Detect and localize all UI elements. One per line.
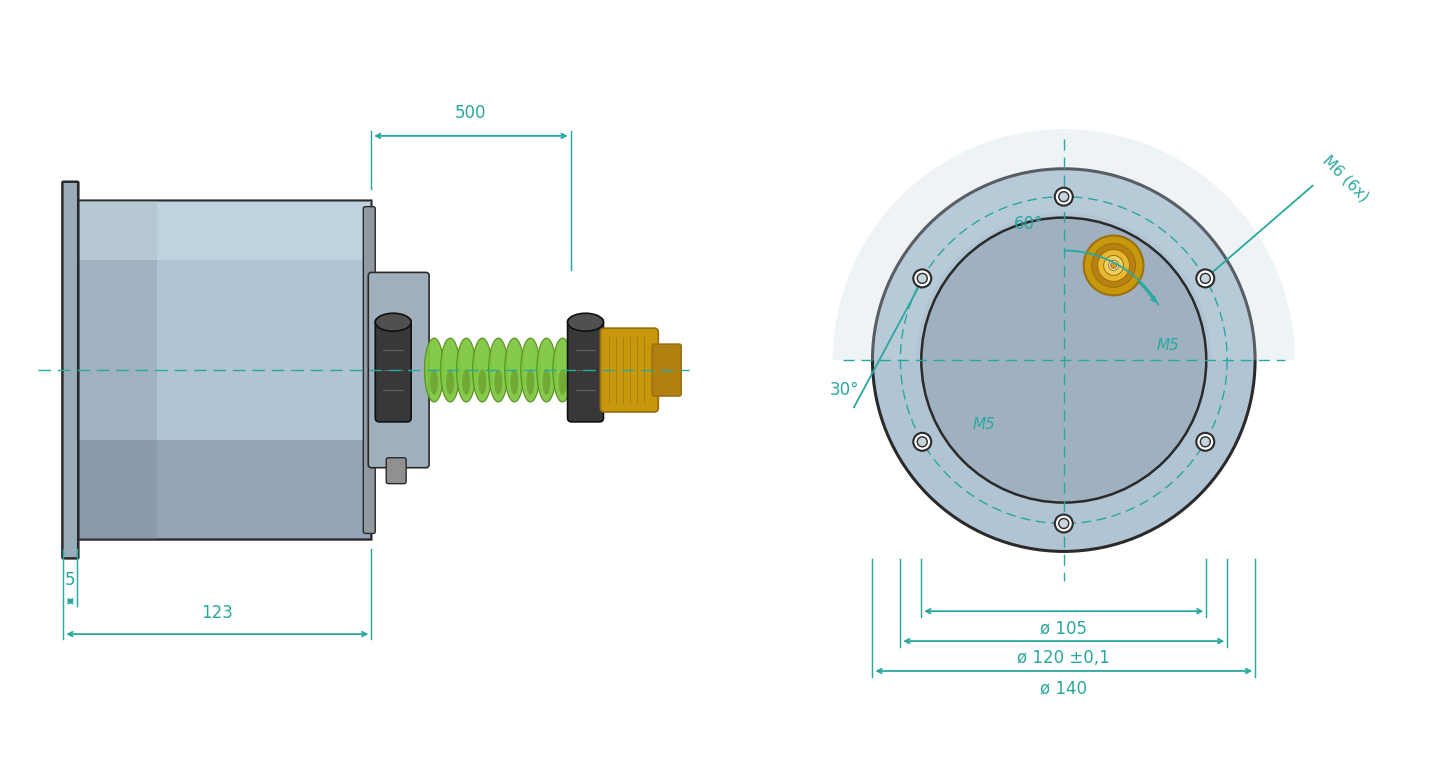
Text: M5: M5 — [972, 417, 995, 432]
FancyBboxPatch shape — [600, 329, 658, 412]
Circle shape — [1110, 263, 1116, 268]
Circle shape — [1097, 250, 1129, 281]
Ellipse shape — [424, 338, 443, 402]
Circle shape — [1196, 433, 1215, 451]
Polygon shape — [77, 201, 372, 261]
Circle shape — [1109, 261, 1119, 271]
Ellipse shape — [558, 369, 567, 395]
Circle shape — [1104, 255, 1123, 275]
Ellipse shape — [494, 369, 503, 395]
Polygon shape — [77, 440, 372, 540]
FancyBboxPatch shape — [363, 206, 375, 533]
Circle shape — [921, 218, 1206, 502]
Text: 60°: 60° — [1014, 215, 1043, 233]
Ellipse shape — [440, 338, 459, 402]
Ellipse shape — [478, 369, 487, 395]
Ellipse shape — [430, 369, 439, 395]
Ellipse shape — [488, 338, 509, 402]
Ellipse shape — [520, 338, 541, 402]
Ellipse shape — [456, 338, 475, 402]
Ellipse shape — [375, 313, 411, 331]
Text: M6 (6x): M6 (6x) — [1319, 153, 1372, 205]
Circle shape — [1091, 243, 1136, 288]
Text: M5: M5 — [1157, 338, 1180, 352]
Ellipse shape — [554, 338, 572, 402]
Ellipse shape — [510, 369, 519, 395]
Circle shape — [914, 270, 931, 288]
FancyBboxPatch shape — [652, 344, 681, 396]
Ellipse shape — [504, 338, 525, 402]
Text: 5: 5 — [65, 571, 76, 589]
Ellipse shape — [542, 369, 551, 395]
FancyBboxPatch shape — [77, 201, 372, 540]
Text: 123: 123 — [202, 604, 234, 622]
Circle shape — [872, 169, 1255, 551]
Circle shape — [914, 433, 931, 451]
Circle shape — [1059, 519, 1069, 529]
Circle shape — [1196, 270, 1215, 288]
Text: 500: 500 — [455, 104, 487, 122]
FancyBboxPatch shape — [368, 272, 429, 468]
Ellipse shape — [536, 338, 556, 402]
Text: 30°: 30° — [830, 381, 859, 399]
Ellipse shape — [568, 313, 603, 331]
Circle shape — [1084, 236, 1144, 295]
Circle shape — [1059, 192, 1069, 202]
FancyBboxPatch shape — [568, 318, 603, 422]
Text: ø 105: ø 105 — [1040, 619, 1087, 637]
Circle shape — [1055, 188, 1072, 206]
Ellipse shape — [472, 338, 493, 402]
Polygon shape — [77, 201, 157, 540]
Circle shape — [1055, 515, 1072, 533]
FancyBboxPatch shape — [62, 182, 78, 558]
Circle shape — [1200, 437, 1210, 447]
Circle shape — [917, 274, 927, 284]
Text: ø 120 ±0,1: ø 120 ±0,1 — [1017, 649, 1110, 667]
Text: ø 140: ø 140 — [1040, 679, 1087, 697]
FancyBboxPatch shape — [386, 458, 407, 484]
Ellipse shape — [446, 369, 455, 395]
FancyBboxPatch shape — [375, 318, 411, 422]
Ellipse shape — [526, 369, 535, 395]
Circle shape — [917, 437, 927, 447]
Ellipse shape — [462, 369, 471, 395]
Circle shape — [1200, 274, 1210, 284]
